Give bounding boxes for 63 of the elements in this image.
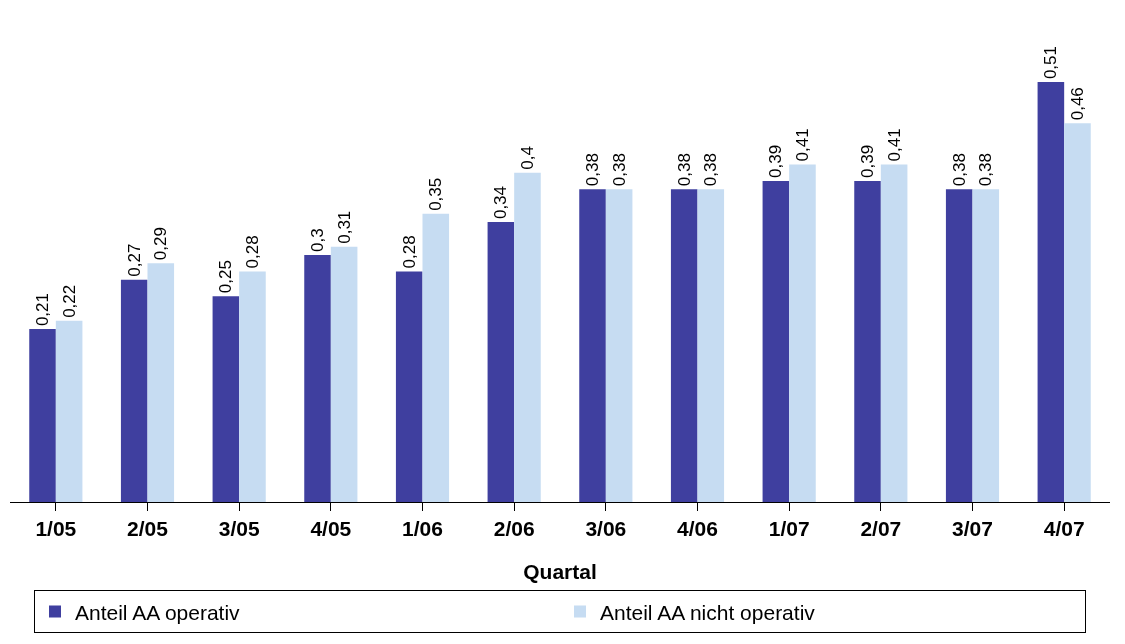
bar [605, 189, 633, 502]
x-tick-label: 1/05 [35, 517, 77, 541]
bar [422, 213, 450, 502]
data-label: 0,38 [949, 153, 969, 187]
data-label: 0,51 [1041, 46, 1061, 80]
bar [1037, 82, 1065, 502]
bar [972, 189, 1000, 502]
data-label: 0,39 [766, 144, 786, 178]
data-label: 0,39 [858, 144, 878, 178]
x-tick-label: 4/06 [677, 517, 718, 541]
x-tick-label: 2/07 [860, 517, 902, 541]
bar [579, 189, 606, 502]
data-label: 0,4 [517, 146, 537, 170]
x-tick-label: 4/07 [1043, 517, 1085, 541]
legend-label: Anteil AA nicht operativ [600, 600, 816, 624]
bar [697, 189, 725, 502]
x-tick-label: 3/06 [585, 517, 627, 541]
x-tick-label: 3/05 [218, 517, 260, 541]
data-label: 0,41 [884, 128, 904, 162]
x-tick-label: 1/07 [768, 517, 810, 541]
data-label: 0,41 [792, 128, 812, 162]
data-label: 0,31 [334, 210, 354, 244]
bar [1064, 123, 1091, 502]
bar [762, 180, 790, 502]
bar [239, 271, 266, 502]
bar [212, 296, 240, 502]
bar [55, 320, 83, 502]
bar [304, 255, 331, 502]
data-label: 0,38 [609, 153, 629, 187]
legend-label: Anteil AA operativ [75, 600, 241, 624]
x-tick-label: 3/07 [952, 517, 993, 541]
x-axis-title: Quartal [523, 560, 597, 584]
x-tick-label: 4/05 [310, 517, 352, 541]
data-label: 0,27 [124, 243, 144, 277]
x-tick-label: 2/06 [493, 517, 535, 541]
x-tick-label: 2/05 [127, 517, 169, 541]
bar [29, 329, 56, 502]
data-label: 0,38 [583, 153, 603, 187]
data-label: 0,34 [491, 185, 511, 220]
bar [395, 271, 423, 502]
bar [670, 189, 698, 502]
data-label: 0,22 [59, 284, 79, 318]
data-label: 0,38 [701, 153, 721, 187]
bar [514, 172, 541, 502]
bar [854, 180, 881, 502]
x-tick-label: 1/06 [402, 517, 443, 541]
bar [880, 164, 908, 502]
data-label: 0,38 [674, 153, 694, 187]
bar [147, 263, 175, 502]
bar [120, 279, 148, 502]
data-label: 0,3 [308, 228, 328, 252]
data-label: 0,21 [33, 293, 53, 327]
bar [789, 164, 816, 502]
data-label: 0,29 [151, 227, 171, 261]
data-label: 0,38 [976, 153, 996, 187]
data-label: 0,46 [1067, 87, 1087, 121]
data-label: 0,25 [216, 260, 236, 294]
data-label: 0,28 [399, 235, 419, 269]
bar [487, 222, 515, 502]
data-label: 0,35 [426, 177, 446, 211]
data-label: 0,28 [242, 235, 262, 269]
bar [330, 246, 358, 502]
bar [945, 189, 973, 502]
